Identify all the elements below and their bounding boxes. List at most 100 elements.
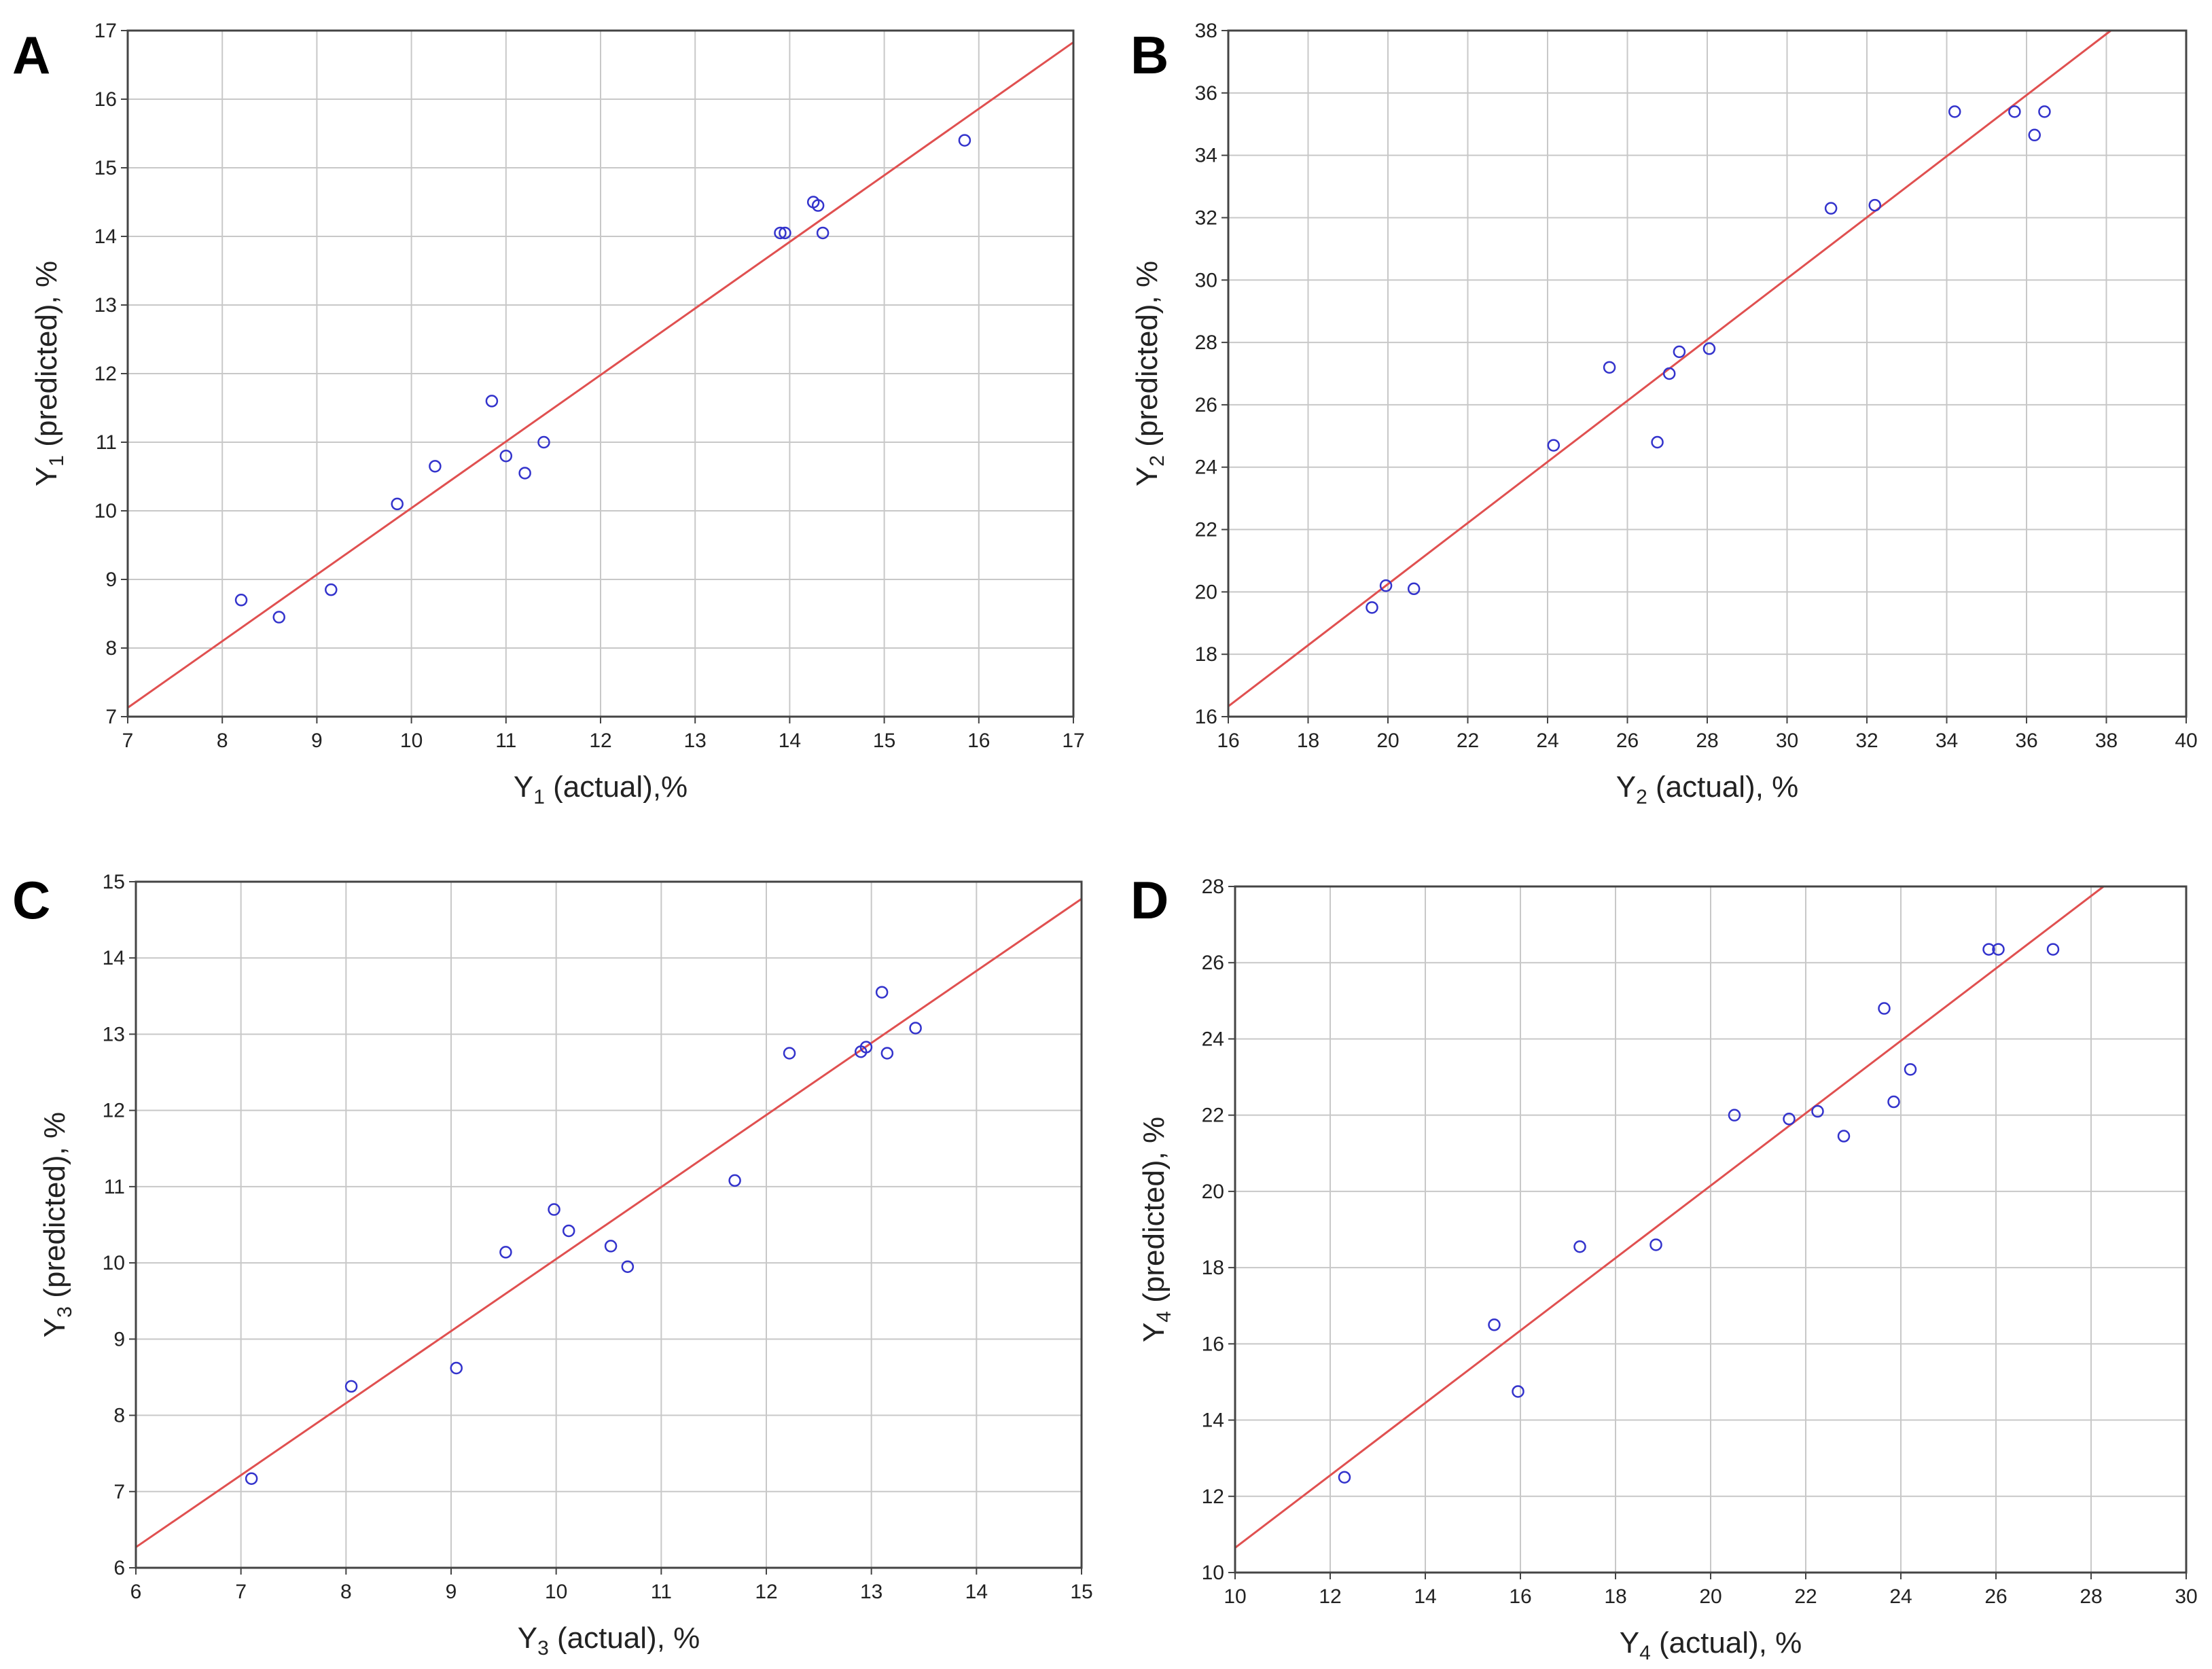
data-point — [518, 467, 531, 480]
x-tick-label: 28 — [2080, 1585, 2102, 1608]
x-tick-label: 15 — [873, 730, 895, 752]
plot-frame-c — [135, 880, 1083, 1569]
y-tick-label: 24 — [1202, 1028, 1224, 1050]
x-tick-label: 12 — [589, 730, 611, 752]
data-point — [429, 460, 442, 473]
y-tick-label: 26 — [1195, 394, 1217, 416]
data-point — [816, 226, 830, 240]
data-point — [562, 1224, 575, 1238]
y-tick-label: 18 — [1202, 1257, 1224, 1279]
data-point — [859, 1041, 873, 1054]
x-tick-label: 24 — [1889, 1585, 1912, 1608]
data-point — [1662, 367, 1676, 380]
data-point — [1547, 439, 1560, 452]
data-point — [1379, 579, 1393, 592]
x-tick-label: 24 — [1536, 730, 1558, 752]
x-axis-label-a: Y1 (actual),% — [514, 770, 688, 808]
y-tick-label: 8 — [113, 1405, 125, 1427]
data-point — [1904, 1063, 1917, 1076]
panel-letter-b: B — [1130, 25, 1169, 85]
x-tick-label: 16 — [1217, 730, 1239, 752]
y-tick-label: 34 — [1195, 145, 1217, 167]
y-tick-label: 26 — [1202, 952, 1224, 974]
data-point — [880, 1047, 894, 1060]
data-point — [450, 1361, 463, 1375]
data-point — [1868, 198, 1881, 212]
x-tick-label: 7 — [235, 1581, 247, 1603]
data-point — [325, 583, 338, 596]
y-tick-label: 11 — [96, 431, 117, 454]
data-point — [811, 199, 825, 212]
data-point — [909, 1022, 922, 1035]
y-axis-label-a: Y1 (predicted), % — [30, 261, 68, 486]
y-tick-label: 12 — [94, 363, 117, 385]
y-tick-label: 10 — [103, 1252, 125, 1274]
panel-letter-d: D — [1130, 870, 1169, 930]
x-tick-label: 32 — [1855, 730, 1878, 752]
x-tick-label: 16 — [967, 730, 990, 752]
x-tick-label: 20 — [1376, 730, 1399, 752]
data-point — [2008, 105, 2021, 118]
y-tick-label: 9 — [105, 569, 117, 591]
y-tick-label: 22 — [1202, 1105, 1224, 1127]
y-tick-label: 12 — [1202, 1486, 1224, 1508]
y-tick-label: 38 — [1195, 20, 1217, 42]
x-tick-label: 8 — [340, 1581, 352, 1603]
x-tick-label: 22 — [1457, 730, 1479, 752]
y-tick-label: 22 — [1195, 519, 1217, 541]
y-tick-label: 11 — [104, 1176, 125, 1198]
x-tick-label: 17 — [1062, 730, 1084, 752]
data-point — [1573, 1240, 1586, 1253]
data-point — [1488, 1318, 1501, 1331]
data-point — [783, 1047, 796, 1060]
data-point — [1992, 943, 2005, 956]
y-tick-label: 14 — [1202, 1410, 1224, 1432]
x-tick-label: 26 — [1616, 730, 1639, 752]
x-tick-label: 9 — [446, 1581, 457, 1603]
data-point — [499, 449, 513, 463]
x-tick-label: 11 — [651, 1581, 672, 1603]
x-tick-label: 11 — [495, 730, 516, 752]
x-tick-label: 15 — [1070, 1581, 1092, 1603]
data-point — [774, 226, 787, 240]
y-tick-label: 18 — [1195, 643, 1217, 666]
y-tick-label: 16 — [1195, 706, 1217, 728]
data-point — [1407, 582, 1421, 596]
fit-line-a — [127, 41, 1074, 709]
panel-letter-c: C — [12, 870, 50, 930]
panel-b: B 16 18 20 22 24 26 28 30 32 34 36 38 40 16 18 20 22 24 26 2… — [1130, 20, 2198, 808]
x-tick-label: 6 — [130, 1581, 142, 1603]
data-point — [621, 1260, 635, 1273]
data-point — [1837, 1130, 1851, 1143]
x-tick-label: 13 — [684, 730, 707, 752]
y-tick-label: 16 — [94, 88, 117, 111]
y-axis-label-d: Y4 (predicted), % — [1137, 1117, 1175, 1342]
data-point — [391, 497, 404, 511]
data-point — [234, 594, 248, 607]
y-tick-label: 7 — [113, 1481, 125, 1503]
data-point — [1982, 943, 1995, 956]
data-point — [1338, 1471, 1351, 1484]
x-tick-label: 18 — [1297, 730, 1319, 752]
x-tick-label: 8 — [217, 730, 228, 752]
data-point — [1887, 1095, 1900, 1109]
y-tick-label: 15 — [94, 157, 117, 179]
data-point — [2046, 943, 2060, 956]
data-point — [1824, 202, 1838, 215]
x-tick-label: 12 — [1319, 1585, 1341, 1608]
y-tick-label: 16 — [1202, 1333, 1224, 1355]
y-tick-label: 10 — [1202, 1562, 1224, 1584]
x-tick-label: 34 — [1936, 730, 1958, 752]
data-point — [604, 1240, 618, 1253]
data-point — [1673, 345, 1686, 359]
y-tick-label: 24 — [1195, 456, 1217, 479]
data-point — [779, 226, 791, 240]
y-tick-label: 28 — [1195, 331, 1217, 354]
x-tick-label: 26 — [1984, 1585, 2007, 1608]
x-tick-label: 20 — [1699, 1585, 1722, 1608]
y-tick-label: 30 — [1195, 269, 1217, 291]
x-tick-label: 9 — [311, 730, 323, 752]
data-point — [344, 1380, 358, 1393]
x-tick-label: 14 — [1414, 1585, 1436, 1608]
